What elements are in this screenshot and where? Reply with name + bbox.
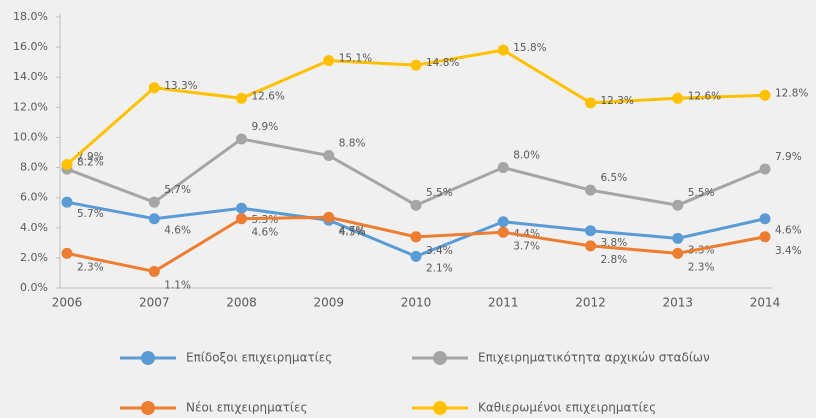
point <box>759 213 771 225</box>
x-tick-label: 2007 <box>139 296 170 310</box>
point <box>323 150 335 162</box>
x-tick-label: 2011 <box>488 296 519 310</box>
point <box>236 133 247 145</box>
point <box>585 225 596 237</box>
legend-marker <box>141 351 155 365</box>
point <box>148 196 160 208</box>
point <box>236 213 247 225</box>
point <box>148 265 160 277</box>
data-label: 1.1% <box>164 279 191 291</box>
data-label: 5.5% <box>688 187 715 199</box>
point <box>672 92 684 104</box>
point <box>61 247 73 259</box>
y-tick-label: 2.0% <box>20 251 48 264</box>
data-label: 12.3% <box>601 95 634 107</box>
legend-marker <box>433 401 447 415</box>
data-label: 5.7% <box>164 184 191 196</box>
point <box>672 232 684 244</box>
point <box>759 163 771 175</box>
y-tick-label: 14.0% <box>13 70 48 83</box>
legend-label: Νέοι επιχειρηματίες <box>186 401 308 415</box>
point <box>585 240 596 252</box>
data-label: 14.8% <box>426 57 459 69</box>
data-label: 8.0% <box>513 150 540 162</box>
data-label: 9.9% <box>252 121 279 133</box>
point <box>148 213 160 225</box>
legend-marker <box>433 351 447 365</box>
y-tick-label: 12.0% <box>13 100 48 113</box>
x-tick-label: 2014 <box>750 296 781 310</box>
point <box>672 199 684 211</box>
data-label: 8.8% <box>339 138 366 150</box>
data-label: 2.3% <box>77 261 104 273</box>
x-tick-label: 2008 <box>226 296 257 310</box>
x-tick-label: 2012 <box>575 296 606 310</box>
data-label: 2.1% <box>426 262 453 274</box>
data-label: 5.3% <box>252 214 279 226</box>
x-tick-label: 2006 <box>52 296 83 310</box>
point <box>497 44 509 56</box>
data-label: 15.8% <box>513 42 546 54</box>
point <box>585 184 596 196</box>
data-label: 7.9% <box>77 151 104 163</box>
data-label: 3.4% <box>426 245 453 257</box>
data-label: 12.6% <box>252 90 285 102</box>
y-tick-label: 8.0% <box>20 161 48 174</box>
point <box>410 250 422 262</box>
point <box>497 162 509 174</box>
data-label: 4.6% <box>775 225 802 237</box>
data-label: 7.9% <box>775 151 802 163</box>
y-tick-label: 18.0% <box>13 10 48 23</box>
legend-label: Επίδοξοι επιχειρηματίες <box>186 351 332 365</box>
x-tick-label: 2010 <box>401 296 432 310</box>
point <box>323 211 335 223</box>
data-label: 15.1% <box>339 53 372 65</box>
data-label: 5.7% <box>77 208 104 220</box>
data-label: 2.3% <box>688 261 715 273</box>
legend-label: Επιχειρηματικότητα αρχικών σταδίων <box>478 351 710 365</box>
legend-label: Καθιερωμένοι επιχειρηματίες <box>478 401 656 415</box>
data-label: 6.5% <box>601 172 628 184</box>
data-label: 4.6% <box>252 227 279 239</box>
data-label: 3.4% <box>775 245 802 257</box>
data-label: 5.5% <box>426 187 453 199</box>
data-label: 13.3% <box>164 80 197 92</box>
data-label: 4.6% <box>164 225 191 237</box>
point <box>410 231 422 243</box>
point <box>497 216 509 228</box>
point <box>759 89 771 101</box>
data-label: 3.7% <box>513 240 540 252</box>
x-tick-label: 2009 <box>313 296 344 310</box>
y-tick-label: 16.0% <box>13 40 48 53</box>
legend-marker <box>141 401 155 415</box>
data-label: 8.2% <box>77 157 104 169</box>
point <box>585 97 596 109</box>
y-tick-label: 10.0% <box>13 130 48 143</box>
point <box>410 199 422 211</box>
y-tick-label: 6.0% <box>20 191 48 204</box>
point <box>759 231 771 243</box>
point <box>672 247 684 259</box>
y-tick-label: 0.0% <box>20 281 48 294</box>
data-label: 4.7% <box>339 225 366 237</box>
data-label: 2.8% <box>601 254 628 266</box>
point <box>61 196 73 208</box>
point <box>236 202 247 214</box>
point <box>410 59 422 71</box>
point <box>61 159 73 171</box>
data-label: 12.8% <box>775 87 808 99</box>
point <box>323 55 335 67</box>
data-label: 4.5% <box>339 226 366 238</box>
x-tick-label: 2013 <box>662 296 693 310</box>
point <box>148 82 160 94</box>
y-tick-label: 4.0% <box>20 221 48 234</box>
point <box>497 226 509 238</box>
data-label: 12.6% <box>688 90 721 102</box>
point <box>236 92 247 104</box>
